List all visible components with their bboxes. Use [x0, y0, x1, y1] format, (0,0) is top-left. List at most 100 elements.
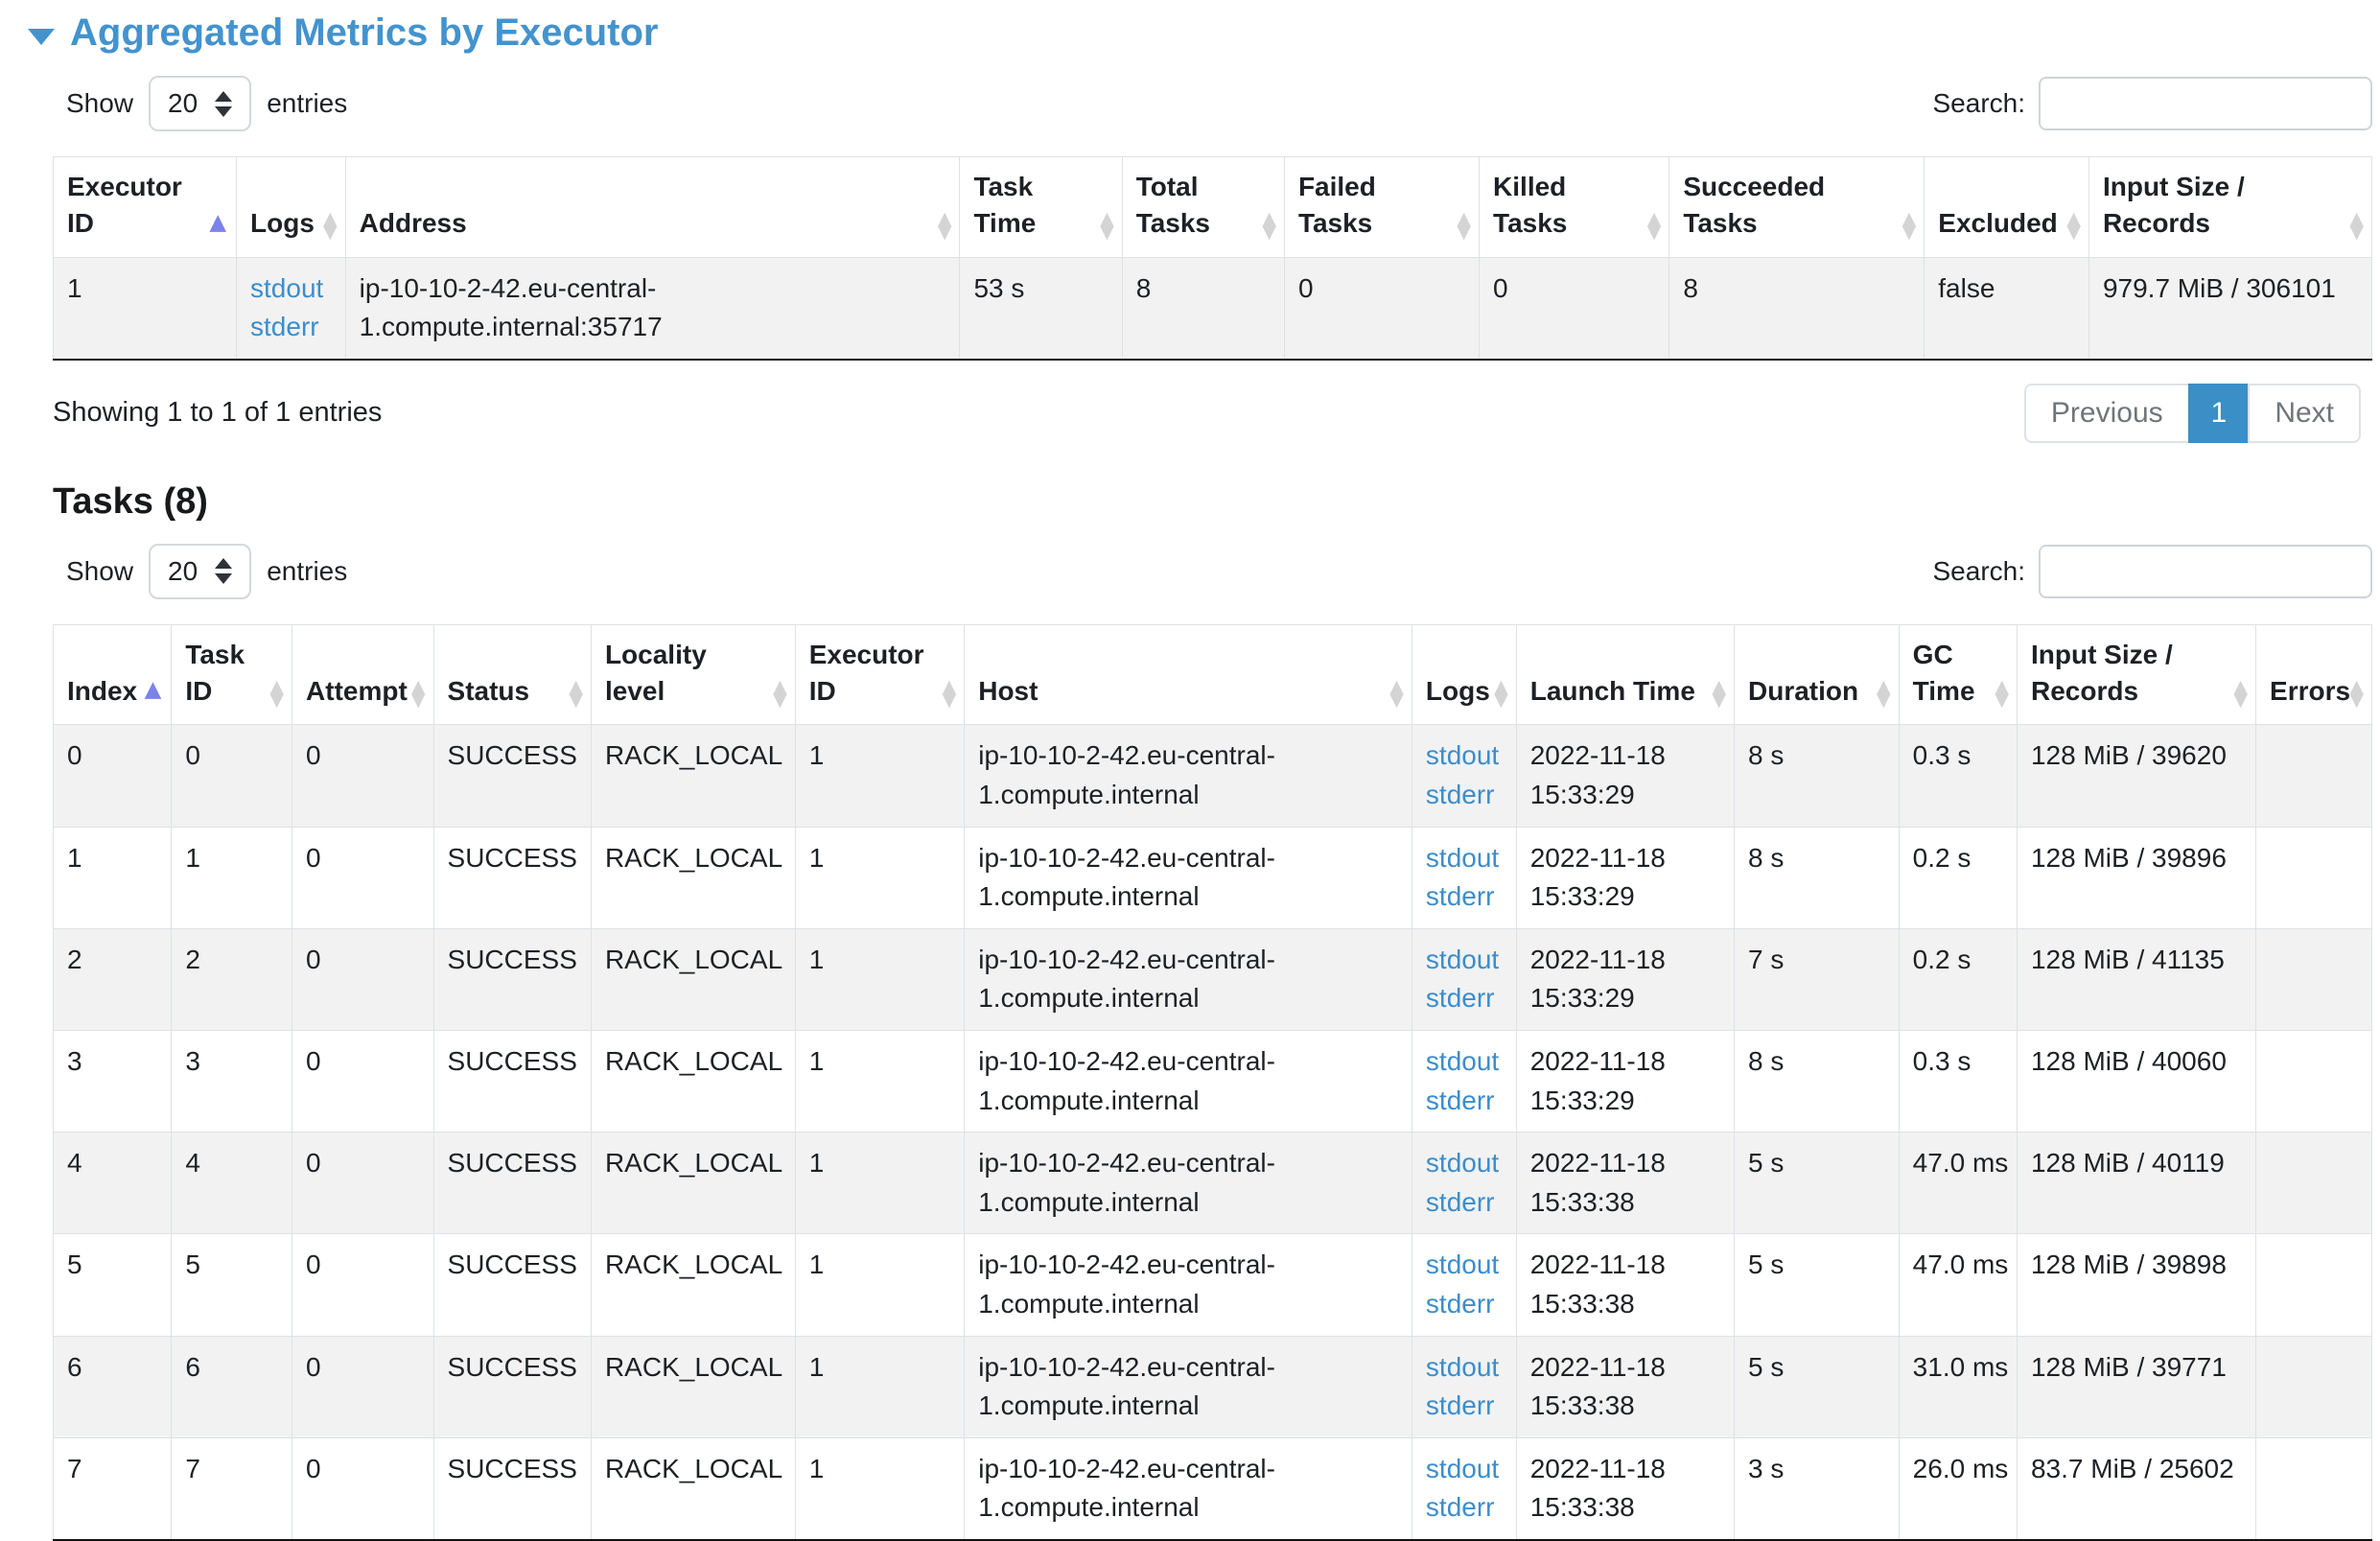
cell-task_time: 53 s: [959, 256, 1123, 361]
cell-locality_level: RACK_LOCAL: [590, 724, 796, 828]
executor-search-input[interactable]: [2039, 77, 2372, 130]
stderr-link[interactable]: stderr: [1425, 1288, 1495, 1319]
column-header-input-size-records[interactable]: Input Size / Records ▲ ▼: [2088, 156, 2373, 258]
cell-index: 5: [52, 1233, 173, 1337]
cell-executor_id: 1: [794, 1335, 966, 1438]
cell-gc_time: 47.0 ms: [1898, 1132, 2018, 1235]
sort-both-icon: ▲ ▼: [2349, 208, 2364, 243]
stdout-link[interactable]: stdout: [1425, 1249, 1500, 1280]
column-header-address[interactable]: Address ▲ ▼: [344, 156, 961, 258]
stderr-link[interactable]: stderr: [1425, 1390, 1495, 1421]
cell-host: ip-10-10-2-42.eu-central-1.compute.inter…: [964, 1436, 1412, 1541]
stderr-link[interactable]: stderr: [1425, 1492, 1495, 1523]
cell-locality_level: RACK_LOCAL: [590, 1029, 796, 1133]
cell-task_id: 3: [171, 1029, 293, 1133]
column-header-gc-time[interactable]: GC Time ▲ ▼: [1898, 623, 2018, 726]
stderr-link[interactable]: stderr: [1425, 1186, 1495, 1217]
cell-executor_id: 1: [794, 724, 966, 828]
column-header-task-time[interactable]: Task Time ▲ ▼: [959, 156, 1123, 258]
cell-gc_time: 0.2 s: [1898, 826, 2018, 929]
column-header-input-size-records[interactable]: Input Size / Records ▲ ▼: [2016, 623, 2257, 726]
cell-status: SUCCESS: [432, 1132, 592, 1235]
column-label: Status: [447, 675, 530, 706]
stderr-link[interactable]: stderr: [1425, 1085, 1495, 1115]
cell-duration: 8 s: [1734, 724, 1900, 828]
cell-executor_id: 1: [794, 826, 966, 929]
column-header-status[interactable]: Status ▲ ▼: [432, 623, 592, 726]
cell-launch_time: 2022-11-18 15:33:29: [1515, 826, 1736, 929]
cell-input_size: 128 MiB / 39771: [2016, 1335, 2257, 1438]
cell-status: SUCCESS: [432, 1436, 592, 1541]
stderr-link[interactable]: stderr: [1425, 779, 1495, 809]
stdout-link[interactable]: stdout: [1425, 1045, 1500, 1076]
stderr-link[interactable]: stderr: [1425, 983, 1495, 1014]
column-header-failed-tasks[interactable]: Failed Tasks ▲ ▼: [1283, 156, 1481, 258]
stdout-link[interactable]: stdout: [1425, 1148, 1500, 1179]
sort-both-icon: ▲ ▼: [1877, 676, 1891, 711]
column-header-logs[interactable]: Logs ▲ ▼: [236, 156, 346, 258]
stdout-link[interactable]: stdout: [1425, 740, 1500, 771]
stderr-link[interactable]: stderr: [1425, 881, 1495, 912]
cell-locality_level: RACK_LOCAL: [590, 1335, 796, 1438]
column-header-total-tasks[interactable]: Total Tasks ▲ ▼: [1121, 156, 1285, 258]
column-header-succeeded-tasks[interactable]: Succeeded Tasks ▲ ▼: [1668, 156, 1925, 258]
column-header-killed-tasks[interactable]: Killed Tasks ▲ ▼: [1479, 156, 1670, 258]
column-header-duration[interactable]: Duration ▲ ▼: [1734, 623, 1900, 726]
column-header-host[interactable]: Host ▲ ▼: [964, 623, 1412, 726]
sort-both-icon: ▲ ▼: [2233, 676, 2249, 711]
cell-task_id: 0: [171, 724, 293, 828]
cell-locality_level: RACK_LOCAL: [590, 1132, 796, 1235]
page-size-value: 20: [168, 555, 198, 586]
sort-both-icon: ▲ ▼: [1262, 208, 1276, 243]
column-header-task-id[interactable]: Task ID ▲ ▼: [171, 623, 293, 726]
column-header-logs[interactable]: Logs ▲ ▼: [1411, 623, 1517, 726]
stdout-link[interactable]: stdout: [1425, 1351, 1500, 1382]
column-header-attempt[interactable]: Attempt ▲ ▼: [292, 623, 434, 726]
cell-host: ip-10-10-2-42.eu-central-1.compute.inter…: [964, 724, 1412, 828]
stdout-link[interactable]: stdout: [1425, 842, 1500, 873]
sort-both-icon: ▲ ▼: [269, 676, 285, 711]
previous-page-button[interactable]: Previous: [2023, 383, 2190, 443]
stderr-link[interactable]: stderr: [250, 312, 319, 342]
column-label: Launch Time: [1529, 675, 1695, 706]
stdout-link[interactable]: stdout: [250, 272, 324, 303]
stdout-link[interactable]: stdout: [1425, 944, 1500, 974]
tasks-page-size-select[interactable]: 20: [149, 543, 252, 599]
next-page-button[interactable]: Next: [2248, 383, 2361, 443]
tasks-table-header-row: Index ▲ Task ID ▲ ▼ Attempt ▲ ▼ Status ▲ ▼ Locality…: [52, 623, 2372, 726]
column-label: Input Size / Records: [2102, 172, 2245, 238]
cell-task_id: 7: [171, 1436, 293, 1541]
column-header-executor-id[interactable]: Executor ID ▲ ▼: [794, 623, 966, 726]
column-header-excluded[interactable]: Excluded ▲ ▼: [1924, 156, 2089, 258]
cell-executor_id: 1: [794, 1132, 966, 1235]
cell-status: SUCCESS: [432, 1029, 592, 1133]
cell-input_size: 128 MiB / 40119: [2016, 1132, 2257, 1235]
column-header-launch-time[interactable]: Launch Time ▲ ▼: [1515, 623, 1736, 726]
cell-errors: [2255, 724, 2372, 828]
section-header-aggregated-metrics[interactable]: Aggregated Metrics by Executor: [28, 12, 659, 55]
cell-input_size: 128 MiB / 39620: [2016, 724, 2257, 828]
column-header-locality-level[interactable]: Locality level ▲ ▼: [590, 623, 796, 726]
cell-task_id: 6: [171, 1335, 293, 1438]
tasks-search-input[interactable]: [2039, 544, 2372, 598]
stdout-link[interactable]: stdout: [1425, 1453, 1500, 1483]
executor-table-header-row: Executor ID ▲ Logs ▲ ▼ Address ▲ ▼ Task Time ▲ ▼ To…: [52, 156, 2373, 258]
cell-logs: stdout stderr: [236, 256, 346, 361]
select-updown-icon: [215, 558, 233, 585]
page-1-button[interactable]: 1: [2187, 383, 2251, 443]
cell-executor_id: 1: [52, 256, 238, 361]
column-header-errors[interactable]: Errors ▲ ▼: [2255, 623, 2372, 726]
cell-failed_tasks: 0: [1283, 256, 1481, 361]
column-label: Total Tasks: [1135, 172, 1211, 238]
executor-page-size-select[interactable]: 20: [149, 76, 252, 131]
sort-both-icon: ▲ ▼: [1902, 208, 1917, 243]
cell-index: 0: [52, 724, 173, 828]
sort-both-icon: ▲ ▼: [1494, 676, 1508, 711]
cell-launch_time: 2022-11-18 15:33:29: [1515, 1029, 1736, 1133]
tasks-section-title: Tasks (8): [53, 480, 208, 522]
search-label: Search:: [1932, 555, 2026, 586]
column-header-executor-id[interactable]: Executor ID ▲: [52, 156, 238, 258]
column-header-index[interactable]: Index ▲: [52, 623, 173, 726]
cell-logs: stdout stderr: [1411, 1029, 1517, 1133]
cell-duration: 8 s: [1734, 826, 1900, 929]
